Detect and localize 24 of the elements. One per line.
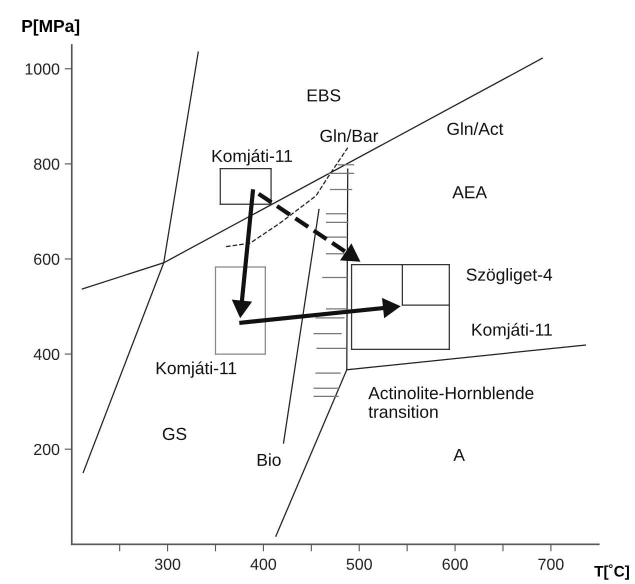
annotation: Actinolite-Hornblende transition <box>368 386 534 418</box>
annotation: EBS <box>308 89 340 102</box>
annotation: Gln/Act <box>447 122 504 136</box>
annotation: A <box>453 448 465 461</box>
annotation: GS <box>162 428 186 440</box>
y-tick-label: 800 <box>34 158 60 170</box>
y-tick-label: 600 <box>34 254 60 265</box>
annotation: Gln/Bar <box>320 129 378 142</box>
annotation: AEA <box>452 186 488 198</box>
x-tick-label: 300 <box>154 558 180 570</box>
annotation: Bio <box>258 453 281 466</box>
annotation: Komjáti-11 <box>156 361 236 378</box>
x-tick-label: 600 <box>442 558 468 570</box>
y-tick-label: 400 <box>34 348 60 360</box>
x-tick-label: 500 <box>346 558 372 570</box>
x-tick-label: 400 <box>250 558 276 570</box>
annotation: Szögliget-4 <box>466 268 552 284</box>
annotation: Komjáti-11 <box>212 149 292 166</box>
y-tick-label: 200 <box>34 444 60 456</box>
y-axis-title: P[MPa] <box>22 19 80 36</box>
annotation: Komjáti-11 <box>472 322 552 340</box>
y-tick-label: 1000 <box>26 63 60 75</box>
x-axis-title: T[˚C] <box>594 564 629 580</box>
x-tick-label: 700 <box>538 558 564 570</box>
